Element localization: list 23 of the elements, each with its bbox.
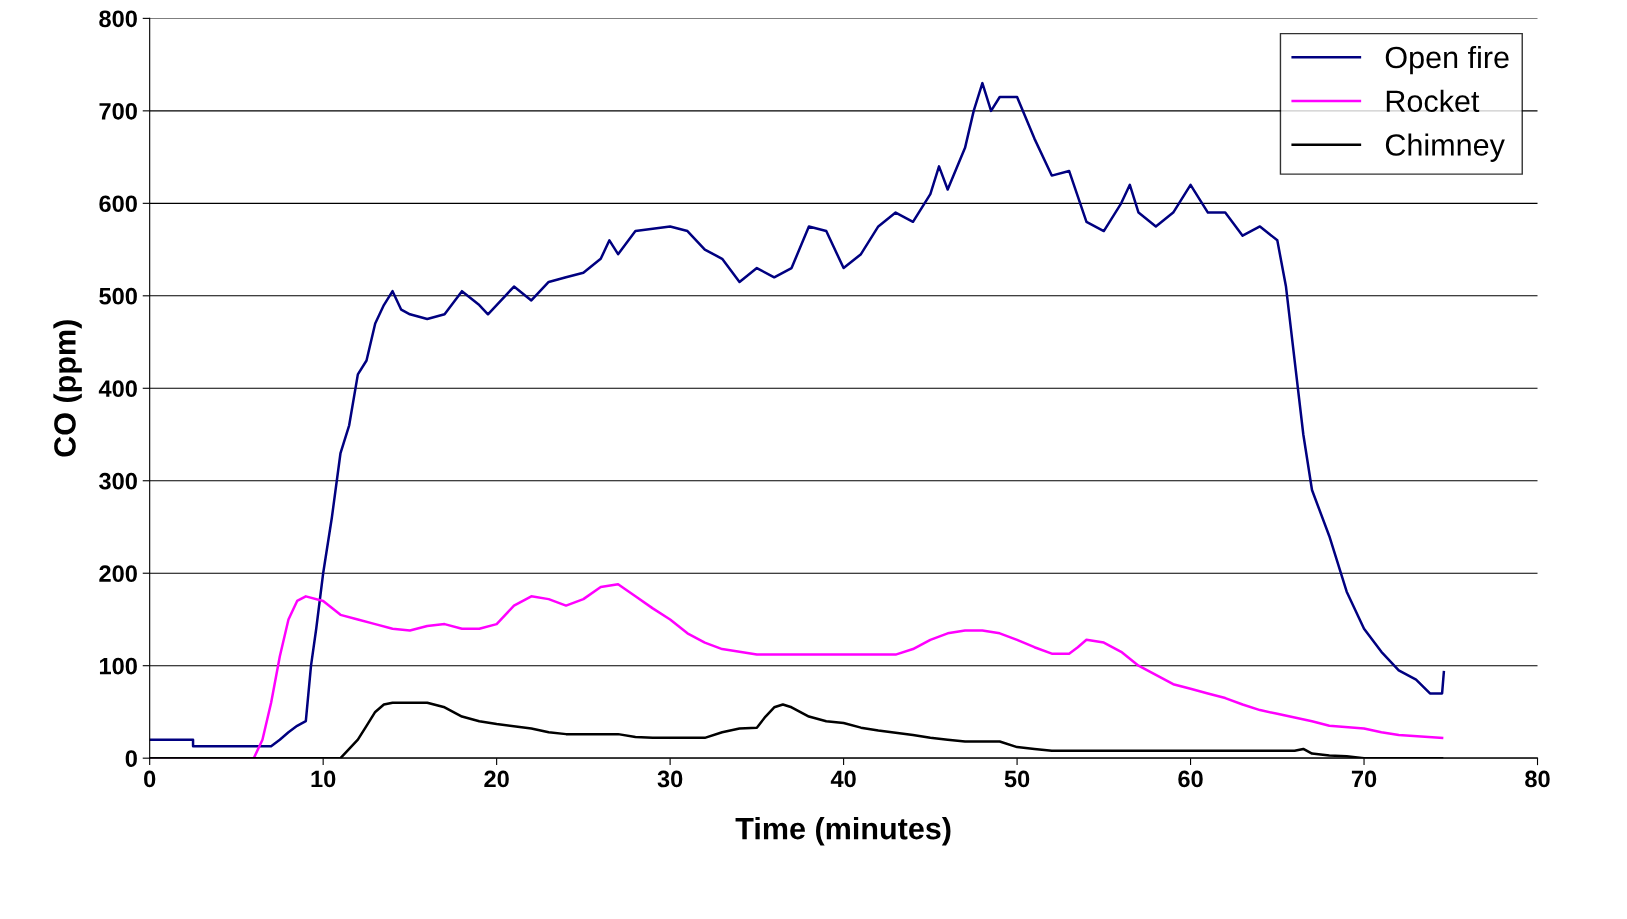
- x-tick-label: 80: [1525, 770, 1550, 788]
- y-tick-label: 100: [99, 657, 137, 675]
- y-tick-label: 0: [125, 750, 137, 767]
- y-tick-label: 500: [99, 287, 137, 305]
- legend-label: Chimney: [1385, 133, 1505, 162]
- x-tick-label: 0: [144, 770, 156, 788]
- y-axis-title: CO (ppm): [53, 320, 82, 457]
- x-tick-label: 20: [484, 770, 509, 788]
- x-tick-label: 70: [1351, 770, 1377, 788]
- y-tick-label: 300: [99, 472, 137, 490]
- y-tick-label: 800: [99, 10, 137, 28]
- legend-label: Open fire: [1385, 45, 1509, 75]
- y-tick-label: 700: [99, 102, 137, 120]
- x-tick-label: 10: [311, 770, 336, 788]
- legend-label: Rocket: [1386, 89, 1480, 113]
- y-tick-label: 600: [99, 195, 137, 213]
- y-tick-label: 200: [99, 565, 137, 583]
- x-tick-label: 50: [1004, 770, 1030, 788]
- x-tick-label: 30: [657, 770, 683, 788]
- x-tick-label: 40: [830, 770, 856, 788]
- x-tick-label: 60: [1178, 770, 1203, 788]
- x-axis-title: Time (minutes): [735, 816, 951, 846]
- y-tick-label: 400: [98, 380, 137, 398]
